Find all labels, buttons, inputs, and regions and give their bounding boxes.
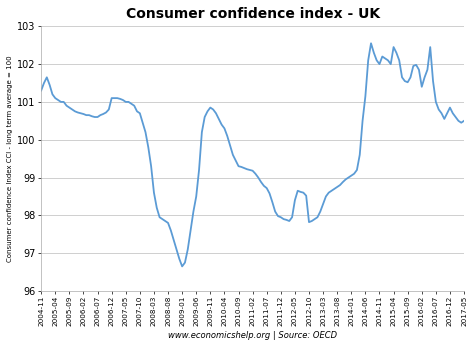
Y-axis label: Consumer confidence Index CCI - long term average = 100: Consumer confidence Index CCI - long ter… bbox=[7, 55, 13, 262]
X-axis label: www.economicshelp.org | Source: OECD: www.economicshelp.org | Source: OECD bbox=[168, 331, 337, 340]
Title: Consumer confidence index - UK: Consumer confidence index - UK bbox=[126, 7, 380, 21]
